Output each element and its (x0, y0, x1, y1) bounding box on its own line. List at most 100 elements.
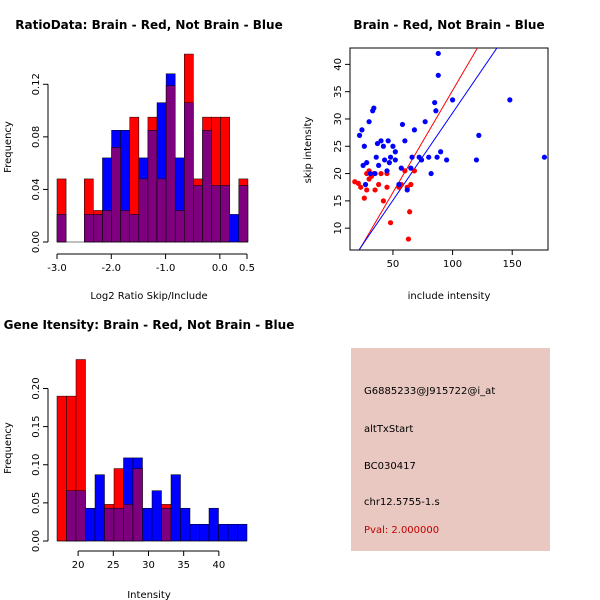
not-brain-point (366, 119, 372, 125)
overlap-bar (174, 210, 185, 243)
axes: 50 100 150 10 15 20 25 30 35 40 (333, 58, 522, 270)
overlap-bar (165, 85, 176, 243)
y-tick-label: 30 (333, 113, 344, 126)
brain-point (407, 209, 413, 215)
y-tick-label: 0.05 (31, 492, 42, 514)
x-tick-label: -1.0 (156, 263, 176, 274)
not-brain-point (380, 143, 386, 149)
y-tick-label: 0.15 (31, 415, 42, 437)
chart-title: Gene Itensity: Brain - Red, Not Brain - … (4, 318, 295, 332)
brain-point (384, 184, 390, 190)
x-tick-label: -2.0 (102, 263, 122, 274)
chart-title: Brain - Red, Not Brain - Blue (353, 18, 544, 32)
not-brain-point (476, 132, 482, 138)
brain-point (405, 236, 412, 242)
cluster-text: chr12.5755-1.s (364, 497, 440, 508)
not-brain-point (372, 170, 378, 177)
x-tick-label: 40 (212, 560, 225, 571)
not-brain-point (449, 97, 456, 103)
overlap-bar (123, 504, 134, 542)
fit-lines (358, 48, 498, 250)
overlap-bar (202, 130, 212, 243)
accession-text: BC030417 (364, 461, 416, 472)
not-brain-point (428, 170, 434, 177)
not-brain-point (374, 140, 381, 147)
overlap-bar (56, 214, 67, 243)
overlap-bar (138, 178, 149, 243)
bar-group (56, 53, 249, 243)
not-brain-point (384, 168, 390, 174)
not-brain-point (385, 138, 391, 144)
not-brain-point (422, 119, 428, 125)
x-tick-label: 35 (177, 560, 190, 571)
not-brain-point (404, 187, 410, 193)
x-tick-label: 20 (72, 560, 85, 571)
y-tick-label: 0.00 (31, 530, 42, 552)
not-brain-point (435, 50, 441, 57)
y-tick-label: 15 (333, 194, 344, 207)
overlap-bar (84, 214, 94, 243)
brain-point (364, 187, 370, 193)
overlap-bar (238, 185, 249, 243)
brain-point (372, 187, 378, 193)
x-axis-label: Log2 Ratio Skip/Include (90, 291, 207, 302)
not-brain-point (408, 165, 414, 171)
probe-id-text: G6885233@J915722@i_at (364, 386, 496, 397)
ratio-histogram-panel: RatioData: Brain - Red, Not Brain - Blue… (3, 18, 283, 302)
overlap-bar (161, 507, 172, 542)
overlap-bar (129, 214, 140, 243)
brain-point (361, 195, 367, 201)
pval-text: Pval: 2.000000 (364, 525, 440, 536)
not-brain-bar (142, 507, 153, 542)
not-brain-point (409, 154, 415, 160)
axes: -3.0 -2.0 -1.0 0.0 0.5 0.00 0.04 0.08 0.12 (31, 73, 255, 274)
not-brain-point (411, 127, 418, 133)
not-brain-bar (199, 523, 210, 542)
not-brain-bar (189, 523, 200, 542)
not-brain-point (392, 149, 398, 155)
not-brain-point (364, 160, 370, 166)
brain-point (380, 198, 386, 204)
overlap-bar (66, 490, 77, 542)
not-brain-point (373, 154, 379, 160)
not-brain-bar (227, 523, 238, 542)
not-brain-bar (151, 490, 162, 542)
x-tick-label: 25 (107, 560, 120, 571)
not-brain-point (432, 99, 438, 106)
y-tick-label: 35 (333, 85, 344, 98)
not-brain-point (418, 157, 425, 163)
overlap-bar (156, 178, 167, 243)
x-tick-label: 0.5 (239, 263, 255, 274)
not-brain-bar (85, 507, 96, 542)
y-tick-label: 0.20 (31, 377, 42, 399)
not-brain-bar (94, 474, 105, 542)
not-brain-point (433, 108, 439, 114)
not-brain-point (435, 72, 441, 78)
brain-point (402, 168, 408, 174)
brain-point (376, 181, 382, 188)
overlap-bar (111, 147, 121, 243)
overlap-bar (75, 490, 86, 542)
brain-point (355, 180, 361, 186)
not-brain-point (399, 121, 406, 128)
overlap-bar (211, 185, 221, 243)
brain-point (411, 168, 418, 174)
not-brain-point (398, 165, 404, 171)
overlap-bar (220, 185, 231, 243)
y-tick-label: 10 (333, 222, 344, 235)
not-brain-point (378, 138, 384, 144)
plot-box (349, 47, 549, 251)
overlap-bar (120, 210, 130, 243)
y-tick-label: 20 (333, 167, 344, 180)
not-brain-point (361, 143, 367, 149)
not-brain-point (359, 127, 365, 133)
not-brain-point (367, 170, 373, 177)
x-tick-label: 50 (387, 259, 400, 270)
not-brain-point (473, 157, 480, 163)
overlap-bar (147, 130, 158, 243)
point-group (352, 50, 548, 242)
not-brain-point (444, 157, 450, 163)
not-brain-point (438, 149, 444, 155)
intensity-histogram-panel: Gene Itensity: Brain - Red, Not Brain - … (3, 318, 294, 600)
